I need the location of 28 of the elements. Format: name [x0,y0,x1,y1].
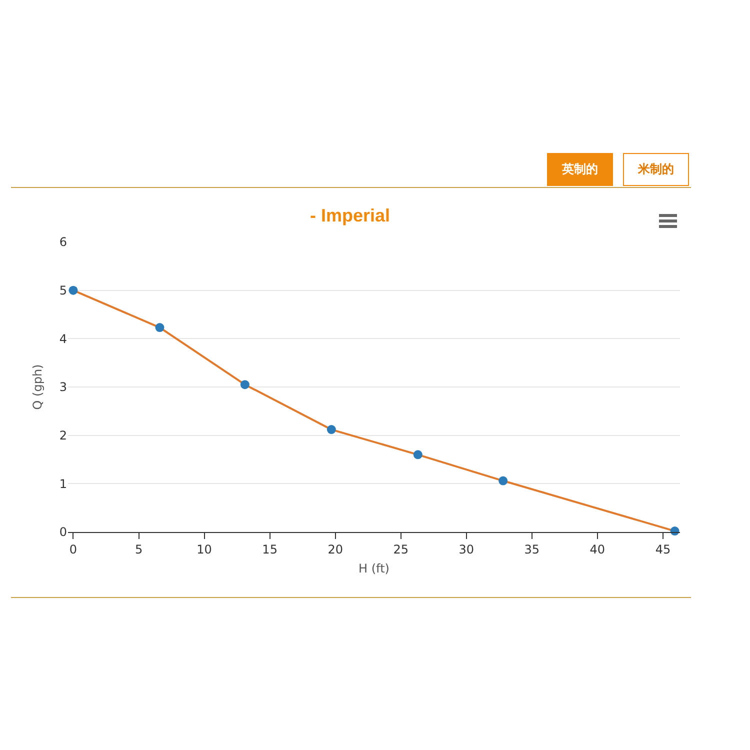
y-tick-label: 1 [59,476,67,491]
point [155,323,164,332]
x-tick-label: 15 [262,542,278,556]
point [413,450,422,460]
x-tick-label: 25 [393,542,409,556]
y-tick-label: 5 [59,284,67,298]
x-tick-label: 10 [196,542,212,556]
x-tick-label: 20 [328,542,343,556]
y-tick-label: 6 [59,235,67,250]
x-tick-label: 35 [524,542,540,556]
x-tick-label: 5 [134,542,143,556]
point [498,476,508,486]
x-axis-title: H (ft) [358,561,390,576]
y-tick-label: 2 [59,428,67,443]
y-axis-title: Q (gph) [30,364,45,410]
text: 英制的 [547,153,613,186]
x-tick-label: 0 [69,542,78,556]
text: 米制的 [623,153,689,186]
point [68,286,78,295]
chart-title: - Imperial [310,205,390,226]
point [326,425,336,434]
y-tick-label: 3 [59,380,67,394]
x-tick-label: 45 [655,542,671,556]
x-tick-label: 40 [590,542,606,556]
point [240,380,250,390]
y-tick-label: 4 [59,332,67,346]
x-tick-label: 30 [458,542,474,556]
y-tick-label: 0 [59,525,67,540]
